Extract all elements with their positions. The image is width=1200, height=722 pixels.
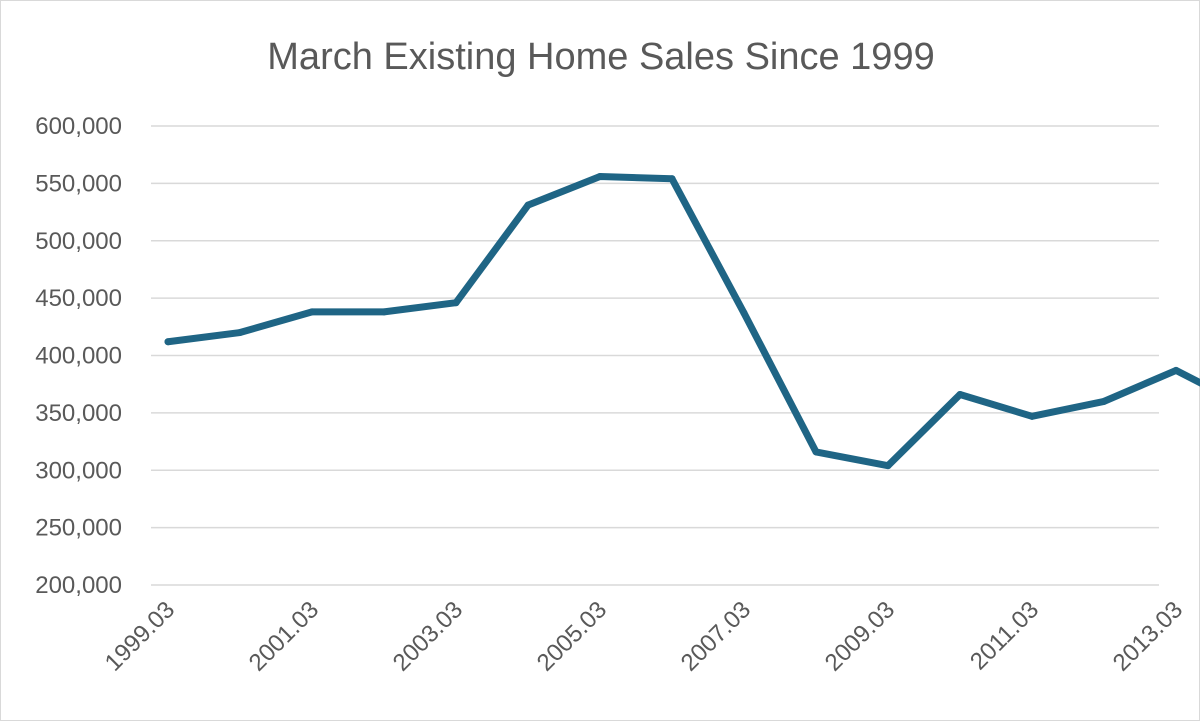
x-tick-label: 2011.03 — [965, 596, 1044, 675]
y-axis-tick-labels: 600,000 550,000 500,000 450,000 400,000 350,0… — [35, 113, 122, 599]
data-point-1999.03 — [165, 338, 172, 345]
x-tick-label: 2001.03 — [244, 596, 324, 676]
data-point-2007.03 — [741, 310, 748, 317]
x-tick-label: 1999.03 — [100, 596, 180, 676]
y-tick-label: 250,000 — [35, 515, 122, 542]
data-point-2004.03 — [525, 202, 532, 209]
y-tick-label: 600,000 — [35, 113, 122, 140]
x-tick-label: 2013.03 — [1108, 596, 1188, 676]
x-tick-label: 2007.03 — [676, 596, 756, 676]
chart-title: March Existing Home Sales Since 1999 — [267, 36, 934, 78]
data-point-2013.03 — [1173, 367, 1180, 374]
data-point-2001.03 — [309, 308, 316, 315]
data-point-2008.03 — [813, 448, 820, 455]
y-tick-label: 550,000 — [35, 170, 122, 197]
data-point-2005.03 — [597, 173, 604, 180]
data-point-2010.03 — [957, 391, 964, 398]
data-point-2006.03 — [669, 175, 676, 182]
data-point-2012.03 — [1101, 398, 1108, 405]
y-tick-label: 500,000 — [35, 228, 122, 255]
y-tick-label: 300,000 — [35, 457, 122, 484]
series-line — [168, 176, 1200, 465]
x-axis-tick-labels: 1999.03 2001.03 2003.03 2005.03 2007.03 2009.… — [100, 596, 1200, 676]
y-tick-label: 450,000 — [35, 285, 122, 312]
x-tick-label: 2009.03 — [820, 596, 900, 676]
x-tick-label: 2003.03 — [388, 596, 468, 676]
series-layer — [165, 173, 1200, 469]
y-tick-label: 200,000 — [35, 572, 122, 599]
gridlines — [151, 126, 1159, 585]
y-tick-label: 400,000 — [35, 343, 122, 370]
data-point-2011.03 — [1029, 413, 1036, 420]
x-tick-label: 2005.03 — [532, 596, 612, 676]
y-tick-label: 350,000 — [35, 400, 122, 427]
data-point-2003.03 — [453, 299, 460, 306]
data-point-2000.03 — [237, 329, 244, 336]
data-point-2009.03 — [885, 462, 892, 469]
data-point-2002.03 — [381, 308, 388, 315]
